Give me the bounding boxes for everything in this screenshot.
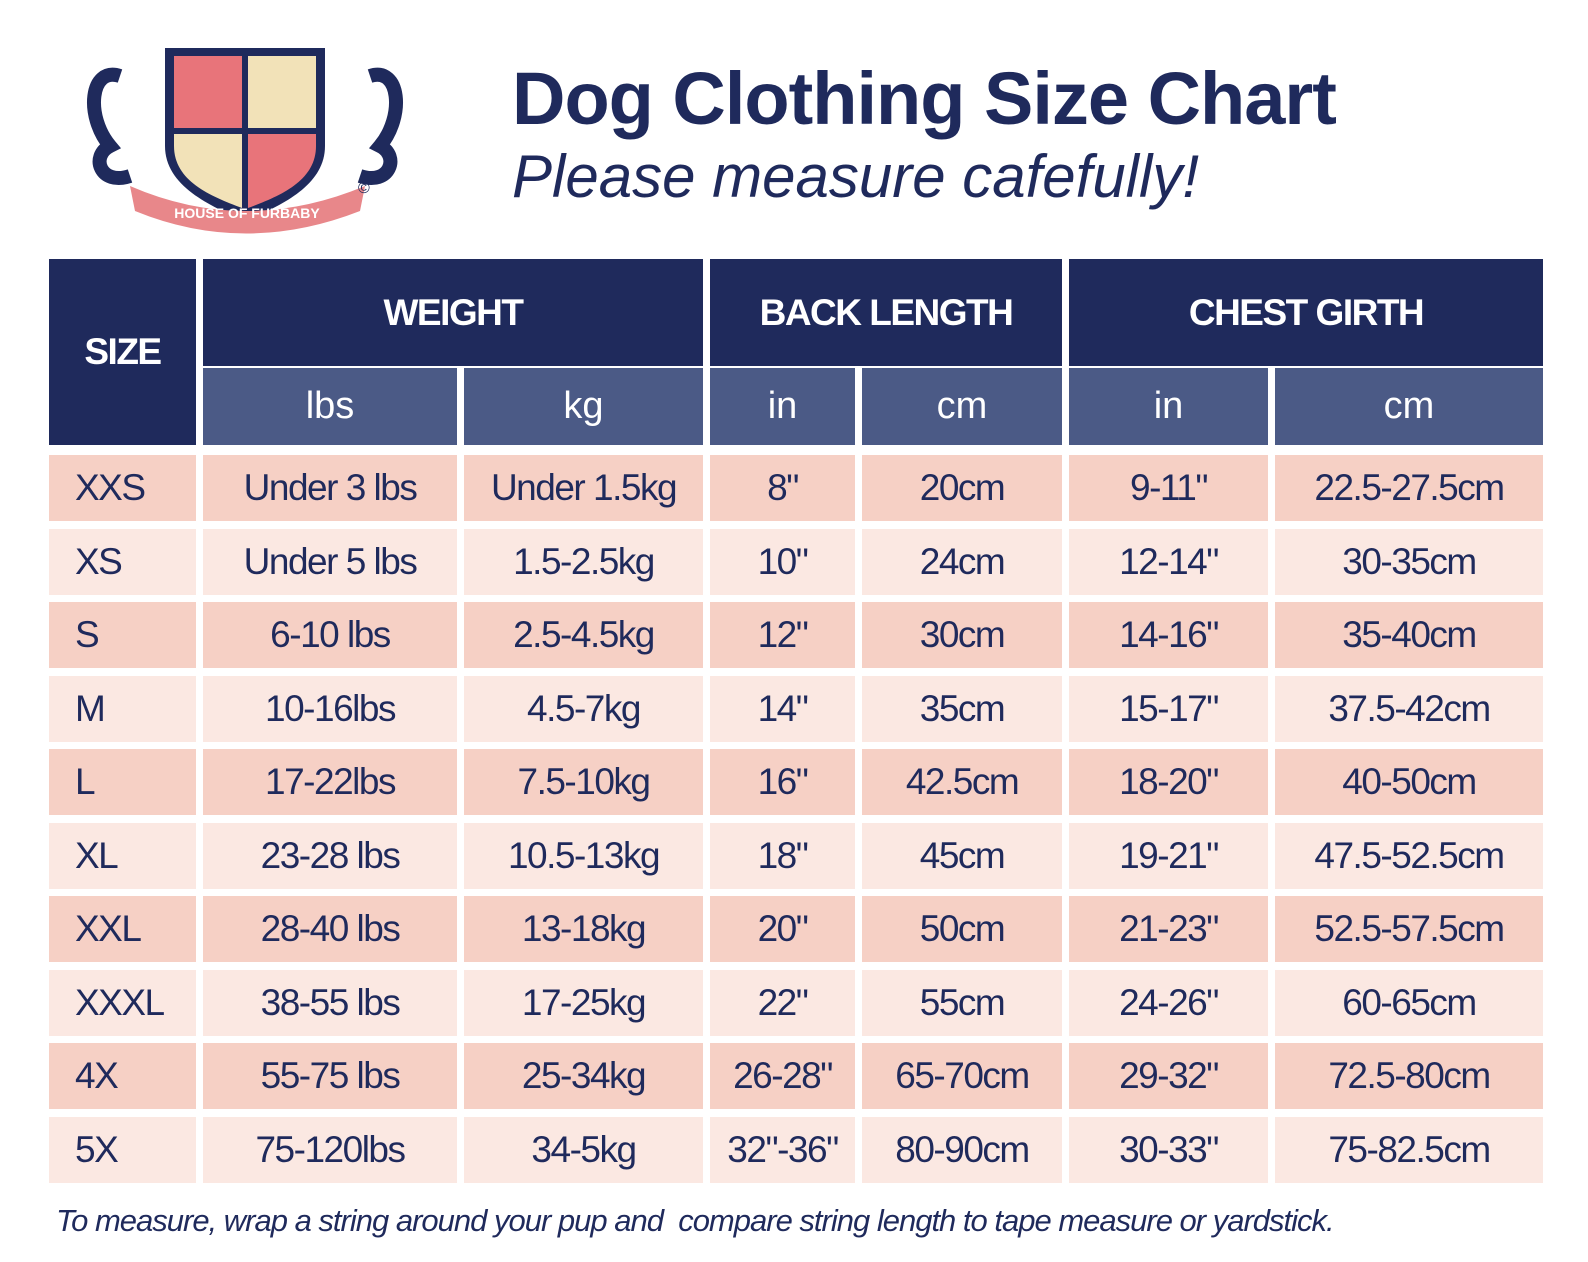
header-cell: CHEST GIRTH — [1069, 259, 1543, 366]
size-cell: 4X — [49, 1043, 196, 1109]
data-cell: 26-28" — [710, 1043, 855, 1109]
unit-cell: in — [1069, 368, 1268, 445]
data-cell: 20" — [710, 896, 855, 962]
logo-quarter — [174, 134, 242, 208]
size-cell: 5X — [49, 1116, 196, 1183]
data-cell: 75-82.5cm — [1275, 1116, 1543, 1183]
size-cell: XS — [49, 528, 196, 595]
data-cell: 55-75 lbs — [203, 1043, 457, 1109]
data-cell: 2.5-4.5kg — [464, 602, 703, 668]
data-cell: 35cm — [862, 675, 1062, 742]
data-cell: 42.5cm — [862, 749, 1062, 815]
data-cell: Under 3 lbs — [203, 455, 457, 521]
data-cell: 37.5-42cm — [1275, 675, 1543, 742]
data-cell: Under 1.5kg — [464, 455, 703, 521]
header-cell: BACK LENGTH — [710, 259, 1062, 366]
data-cell: 38-55 lbs — [203, 969, 457, 1036]
unit-cell: kg — [464, 368, 703, 445]
data-cell: 14-16" — [1069, 602, 1268, 668]
header-cell: SIZE — [49, 259, 196, 445]
data-cell: 30-35cm — [1275, 528, 1543, 595]
data-cell: 1.5-2.5kg — [464, 528, 703, 595]
data-cell: 30-33" — [1069, 1116, 1268, 1183]
unit-cell: cm — [1275, 368, 1543, 445]
data-cell: Under 5 lbs — [203, 528, 457, 595]
logo-flourish — [87, 67, 403, 185]
data-cell: 18" — [710, 822, 855, 889]
data-cell: 10-16lbs — [203, 675, 457, 742]
data-cell: 45cm — [862, 822, 1062, 889]
data-cell: 14" — [710, 675, 855, 742]
logo-quarter — [248, 134, 316, 208]
header-cell: WEIGHT — [203, 259, 703, 366]
size-cell: M — [49, 675, 196, 742]
data-cell: 21-23" — [1069, 896, 1268, 962]
logo: HOUSE OF FURBABY © — [87, 48, 403, 234]
size-cell: L — [49, 749, 196, 815]
data-cell: 12-14" — [1069, 528, 1268, 595]
data-cell: 22" — [710, 969, 855, 1036]
data-cell: 10" — [710, 528, 855, 595]
data-cell: 25-34kg — [464, 1043, 703, 1109]
data-cell: 10.5-13kg — [464, 822, 703, 889]
data-cell: 19-21" — [1069, 822, 1268, 889]
size-cell: XXL — [49, 896, 196, 962]
size-cell: XL — [49, 822, 196, 889]
data-cell: 40-50cm — [1275, 749, 1543, 815]
unit-cell: cm — [862, 368, 1062, 445]
data-cell: 24cm — [862, 528, 1062, 595]
data-cell: 8" — [710, 455, 855, 521]
data-cell: 22.5-27.5cm — [1275, 455, 1543, 521]
logo-copyright: © — [358, 180, 370, 197]
data-cell: 72.5-80cm — [1275, 1043, 1543, 1109]
data-cell: 16" — [710, 749, 855, 815]
logo-quarter — [248, 56, 316, 128]
title: Dog Clothing Size Chart — [512, 57, 1337, 140]
size-cell: S — [49, 602, 196, 668]
data-cell: 9-11" — [1069, 455, 1268, 521]
footer-note: To measure, wrap a string around your pu… — [56, 1203, 1335, 1238]
data-cell: 50cm — [862, 896, 1062, 962]
data-cell: 23-28 lbs — [203, 822, 457, 889]
data-cell: 20cm — [862, 455, 1062, 521]
size-cell: XXS — [49, 455, 196, 521]
data-cell: 47.5-52.5cm — [1275, 822, 1543, 889]
data-cell: 75-120lbs — [203, 1116, 457, 1183]
data-cell: 17-25kg — [464, 969, 703, 1036]
data-cell: 80-90cm — [862, 1116, 1062, 1183]
data-cell: 15-17" — [1069, 675, 1268, 742]
data-cell: 24-26" — [1069, 969, 1268, 1036]
data-cell: 65-70cm — [862, 1043, 1062, 1109]
logo-ribbon — [130, 186, 365, 234]
data-cell: 7.5-10kg — [464, 749, 703, 815]
data-cell: 17-22lbs — [203, 749, 457, 815]
data-cell: 18-20" — [1069, 749, 1268, 815]
data-cell: 6-10 lbs — [203, 602, 457, 668]
data-cell: 12" — [710, 602, 855, 668]
data-cell: 30cm — [862, 602, 1062, 668]
data-cell: 35-40cm — [1275, 602, 1543, 668]
data-cell: 52.5-57.5cm — [1275, 896, 1543, 962]
subtitle: Please measure cafefully! — [512, 143, 1200, 210]
logo-ribbon-text: HOUSE OF FURBABY — [174, 205, 320, 221]
unit-cell: in — [710, 368, 855, 445]
data-cell: 32"-36" — [710, 1116, 855, 1183]
data-cell: 34-5kg — [464, 1116, 703, 1183]
data-cell: 55cm — [862, 969, 1062, 1036]
data-cell: 13-18kg — [464, 896, 703, 962]
logo-quarter — [174, 56, 242, 128]
size-cell: XXXL — [49, 969, 196, 1036]
data-cell: 28-40 lbs — [203, 896, 457, 962]
unit-cell: lbs — [203, 368, 457, 445]
data-cell: 29-32" — [1069, 1043, 1268, 1109]
data-cell: 60-65cm — [1275, 969, 1543, 1036]
data-cell: 4.5-7kg — [464, 675, 703, 742]
